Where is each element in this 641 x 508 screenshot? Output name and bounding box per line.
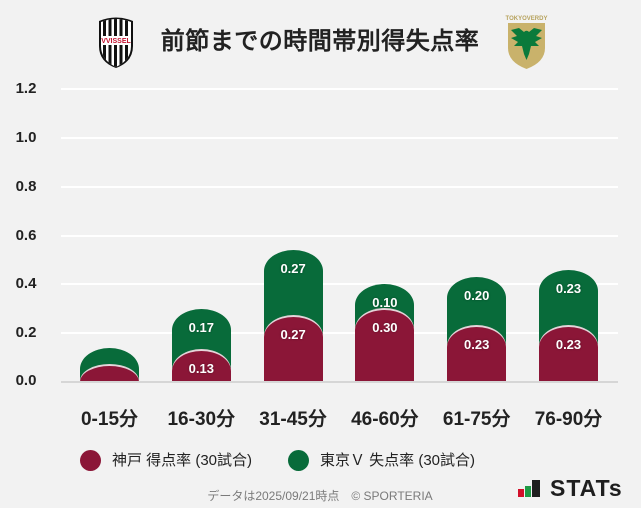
y-tick-0.4: 0.4 — [15, 275, 37, 292]
gridline — [61, 235, 618, 237]
svg-text:VVISSEL: VVISSEL — [101, 38, 131, 45]
svg-text:TOKYOVERDY: TOKYOVERDY — [506, 16, 548, 22]
stats-brand-logo: STATs — [517, 475, 637, 501]
value-label-verdy-3: 0.10 — [372, 295, 398, 311]
legend-kobe-label: 神戸 得点率 (30試合) — [112, 452, 253, 469]
x-label-16-30: 16-30分 — [167, 409, 236, 430]
value-label-kobe-2: 0.27 — [280, 327, 306, 343]
value-label-kobe-3: 0.30 — [372, 319, 398, 335]
x-label-31-45: 31-45分 — [259, 409, 327, 430]
value-label-kobe-4: 0.23 — [464, 336, 490, 352]
value-label-kobe-1: 0.13 — [188, 361, 214, 377]
gridline — [61, 88, 618, 90]
tokyo-verdy-logo-icon: TOKYOVERDY — [505, 14, 548, 69]
value-label-kobe-5: 0.23 — [555, 336, 582, 352]
legend-verdy-dot-icon — [288, 450, 309, 471]
data-source-note: データは2025/09/21時点 © SPORTERIA — [207, 489, 433, 503]
y-tick-0.6: 0.6 — [15, 227, 37, 244]
x-label-46-60: 46-60分 — [351, 409, 419, 430]
gridline — [61, 332, 618, 334]
y-tick-0.2: 0.2 — [15, 324, 37, 341]
value-label-verdy-2: 0.27 — [280, 261, 306, 277]
y-tick-0.0: 0.0 — [15, 372, 37, 389]
y-tick-0.8: 0.8 — [15, 178, 37, 195]
stats-bars-icon — [518, 480, 540, 497]
legend-verdy-label: 東京Ｖ 失点率 (30試合) — [320, 452, 476, 469]
y-tick-1.2: 1.2 — [15, 80, 37, 97]
gridline — [61, 137, 618, 139]
bar-kobe-scored-0 — [80, 364, 139, 382]
x-label-61-75: 61-75分 — [442, 409, 511, 430]
y-tick-1.0: 1.0 — [15, 129, 37, 146]
stats-brand-text: STATs — [550, 475, 623, 501]
value-label-verdy-4: 0.20 — [464, 288, 490, 303]
gridline — [61, 186, 618, 188]
legend-kobe-dot-icon — [80, 450, 101, 471]
page-title: 前節までの時間帯別得失点率 — [160, 28, 480, 55]
bar-kobe-scored-1 — [171, 350, 231, 382]
vissel-kobe-logo-icon: VVISSEL — [97, 16, 135, 68]
bar-kobe-scored-5 — [539, 325, 598, 382]
x-label-0-15: 0-15分 — [80, 409, 139, 430]
bar-kobe-scored-4 — [447, 325, 507, 382]
bar-kobe-scored-3 — [355, 308, 415, 382]
value-label-verdy-5: 0.23 — [555, 280, 582, 296]
bar-kobe-scored-2 — [263, 316, 323, 382]
value-label-verdy-1: 0.17 — [188, 319, 214, 335]
gridline — [61, 283, 618, 285]
x-axis-baseline — [61, 381, 618, 383]
x-label-76-90: 76-90分 — [534, 409, 603, 430]
